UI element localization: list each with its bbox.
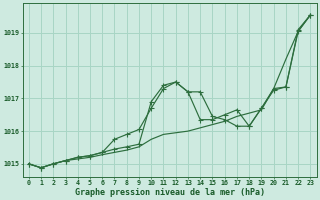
X-axis label: Graphe pression niveau de la mer (hPa): Graphe pression niveau de la mer (hPa): [75, 188, 265, 197]
